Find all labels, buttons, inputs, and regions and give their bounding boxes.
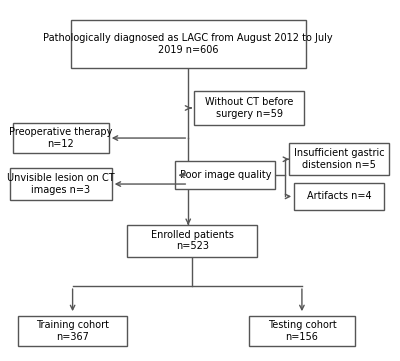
Text: Poor image quality: Poor image quality bbox=[180, 170, 271, 180]
Text: Pathologically diagnosed as LAGC from August 2012 to July
2019 n=606: Pathologically diagnosed as LAGC from Au… bbox=[44, 34, 333, 55]
FancyBboxPatch shape bbox=[289, 143, 389, 175]
FancyBboxPatch shape bbox=[194, 91, 304, 125]
FancyBboxPatch shape bbox=[18, 316, 128, 346]
FancyBboxPatch shape bbox=[176, 161, 276, 189]
FancyBboxPatch shape bbox=[13, 123, 109, 153]
Text: Testing cohort
n=156: Testing cohort n=156 bbox=[268, 320, 336, 342]
Text: Artifacts n=4: Artifacts n=4 bbox=[307, 191, 372, 201]
Text: Insufficient gastric
distension n=5: Insufficient gastric distension n=5 bbox=[294, 148, 384, 170]
Text: Unvisible lesion on CT
images n=3: Unvisible lesion on CT images n=3 bbox=[7, 173, 115, 195]
Text: Without CT before
surgery n=59: Without CT before surgery n=59 bbox=[205, 97, 293, 119]
Text: Training cohort
n=367: Training cohort n=367 bbox=[36, 320, 109, 342]
Text: Enrolled patients
n=523: Enrolled patients n=523 bbox=[151, 230, 234, 252]
FancyBboxPatch shape bbox=[10, 168, 112, 200]
FancyBboxPatch shape bbox=[294, 183, 384, 210]
FancyBboxPatch shape bbox=[249, 316, 355, 346]
FancyBboxPatch shape bbox=[128, 225, 257, 257]
Text: Preoperative therapy
n=12: Preoperative therapy n=12 bbox=[9, 127, 112, 149]
FancyBboxPatch shape bbox=[71, 21, 306, 68]
